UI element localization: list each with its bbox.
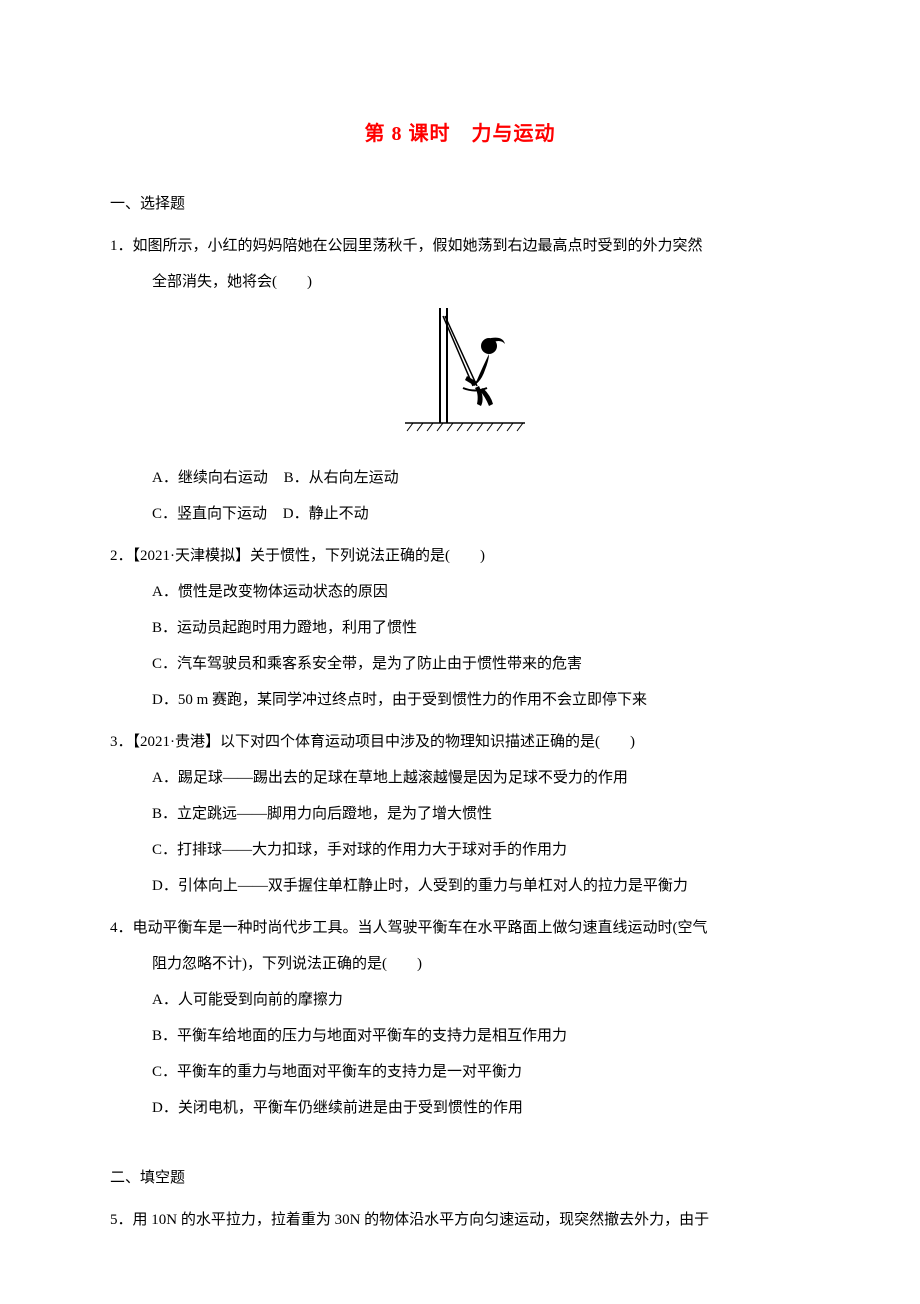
question-5: 5．用 10N 的水平拉力，拉着重为 30N 的物体沿水平方向匀速运动，现突然撤… (110, 1202, 810, 1238)
q2-option-b: B．运动员起跑时用力蹬地，利用了惯性 (110, 610, 810, 646)
lesson-title: 第 8 课时 力与运动 (110, 110, 810, 158)
q2-stem: 2．【2021·天津模拟】关于惯性，下列说法正确的是( ) (110, 538, 810, 574)
q2-option-a: A．惯性是改变物体运动状态的原因 (110, 574, 810, 610)
section-2-heading: 二、填空题 (110, 1160, 810, 1196)
swing-illustration (385, 308, 535, 438)
q1-stem-line1: 1．如图所示，小红的妈妈陪她在公园里荡秋千，假如她荡到右边最高点时受到的外力突然 (110, 228, 810, 264)
q4-stem-line2: 阻力忽略不计)，下列说法正确的是( ) (110, 946, 810, 982)
q1-figure (110, 308, 810, 452)
q3-option-c: C．打排球——大力扣球，手对球的作用力大于球对手的作用力 (110, 832, 810, 868)
q1-option-c: C．竖直向下运动 (152, 496, 267, 532)
q5-stem: 5．用 10N 的水平拉力，拉着重为 30N 的物体沿水平方向匀速运动，现突然撤… (110, 1202, 810, 1238)
q1-options-row2: C．竖直向下运动 D．静止不动 (110, 496, 810, 532)
q1-option-b: B．从右向左运动 (284, 460, 399, 496)
q3-option-a: A．踢足球——踢出去的足球在草地上越滚越慢是因为足球不受力的作用 (110, 760, 810, 796)
q4-option-a: A．人可能受到向前的摩擦力 (110, 982, 810, 1018)
question-4: 4．电动平衡车是一种时尚代步工具。当人驾驶平衡车在水平路面上做匀速直线运动时(空… (110, 910, 810, 1126)
question-1: 1．如图所示，小红的妈妈陪她在公园里荡秋千，假如她荡到右边最高点时受到的外力突然… (110, 228, 810, 532)
q2-option-d: D．50 m 赛跑，某同学冲过终点时，由于受到惯性力的作用不会立即停下来 (110, 682, 810, 718)
q1-options-row1: A．继续向右运动 B．从右向左运动 (110, 460, 810, 496)
question-2: 2．【2021·天津模拟】关于惯性，下列说法正确的是( ) A．惯性是改变物体运… (110, 538, 810, 718)
section-1-heading: 一、选择题 (110, 186, 810, 222)
q4-option-c: C．平衡车的重力与地面对平衡车的支持力是一对平衡力 (110, 1054, 810, 1090)
q3-option-b: B．立定跳远——脚用力向后蹬地，是为了增大惯性 (110, 796, 810, 832)
q1-stem-line2: 全部消失，她将会( ) (110, 264, 810, 300)
q4-stem-line1: 4．电动平衡车是一种时尚代步工具。当人驾驶平衡车在水平路面上做匀速直线运动时(空… (110, 910, 810, 946)
q3-stem: 3．【2021·贵港】以下对四个体育运动项目中涉及的物理知识描述正确的是( ) (110, 724, 810, 760)
question-3: 3．【2021·贵港】以下对四个体育运动项目中涉及的物理知识描述正确的是( ) … (110, 724, 810, 904)
q1-option-d: D．静止不动 (283, 496, 369, 532)
q4-option-d: D．关闭电机，平衡车仍继续前进是由于受到惯性的作用 (110, 1090, 810, 1126)
q3-option-d: D．引体向上——双手握住单杠静止时，人受到的重力与单杠对人的拉力是平衡力 (110, 868, 810, 904)
q2-option-c: C．汽车驾驶员和乘客系安全带，是为了防止由于惯性带来的危害 (110, 646, 810, 682)
section-spacer (110, 1132, 810, 1160)
q1-option-a: A．继续向右运动 (152, 460, 268, 496)
q4-option-b: B．平衡车给地面的压力与地面对平衡车的支持力是相互作用力 (110, 1018, 810, 1054)
